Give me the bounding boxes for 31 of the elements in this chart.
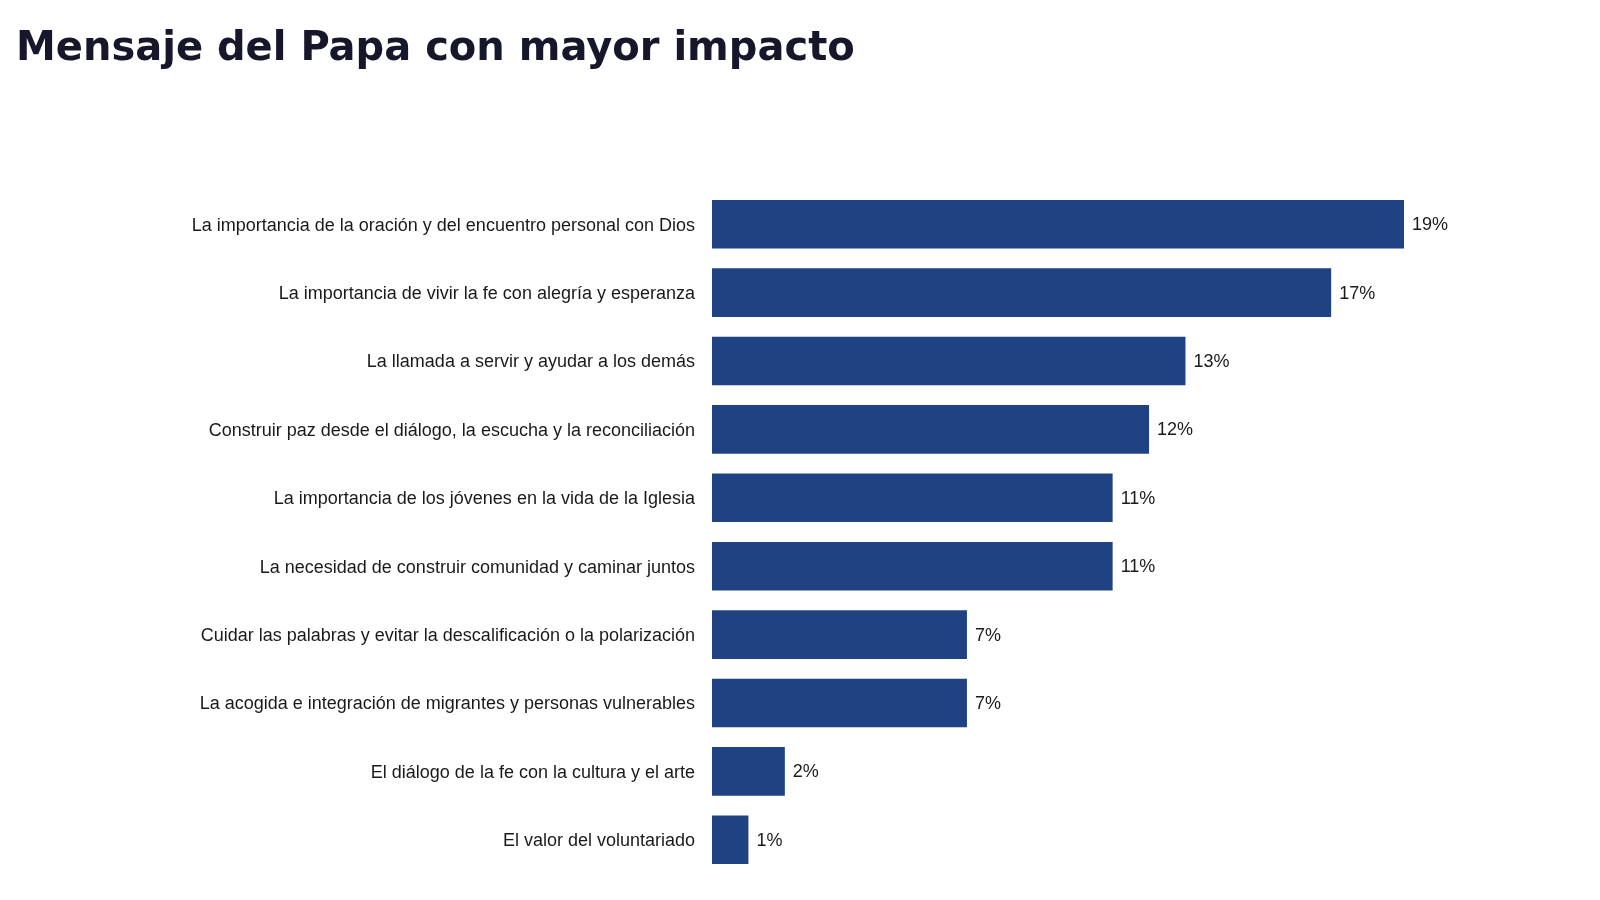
y-tick-label: Construir paz desde el diálogo, la escucha y la reconciliación	[208, 419, 695, 440]
data-label: 11%	[1115, 556, 1156, 577]
y-tick-label: La importancia de la oración y del encuentro personal con Dios	[191, 214, 695, 235]
y-tick-label: La acogida e integración de migrantes y personas vulnerables	[199, 693, 695, 714]
bar	[712, 268, 1332, 317]
y-tick-label: Cuidar las palabras y evitar la descalificación o la polarización	[200, 624, 695, 645]
bar	[712, 815, 749, 865]
data-label: 17%	[1334, 282, 1376, 303]
bar	[712, 405, 1150, 454]
y-tick-label: La importancia de los jóvenes en la vida de la Iglesia	[273, 488, 696, 509]
bar	[712, 747, 785, 796]
bar	[712, 336, 1186, 386]
bar	[712, 541, 1113, 591]
bar	[712, 610, 967, 659]
y-tick-label: La llamada a servir y ayudar a los demás	[366, 351, 695, 372]
y-tick-label: El diálogo de la fe con la cultura y el arte	[370, 761, 695, 782]
data-label: 2%	[787, 761, 819, 782]
data-label: 19%	[1407, 214, 1449, 235]
y-tick-label: El valor del voluntariado	[502, 830, 695, 851]
chart-title: Mensaje del Papa con mayor impacto	[16, 22, 855, 69]
bar	[712, 199, 1404, 249]
data-label: 7%	[969, 624, 1001, 645]
bar	[712, 473, 1113, 523]
y-tick-label: La necesidad de construir comunidad y caminar juntos	[259, 556, 695, 577]
data-label: 11%	[1115, 487, 1156, 508]
y-tick-label: La importancia de vivir la fe con alegría y esperanza	[278, 282, 696, 303]
data-label: 13%	[1188, 351, 1230, 371]
bar	[712, 678, 967, 728]
data-label: 12%	[1152, 419, 1194, 440]
data-label: 1%	[751, 829, 783, 850]
data-label: 7%	[969, 693, 1001, 713]
